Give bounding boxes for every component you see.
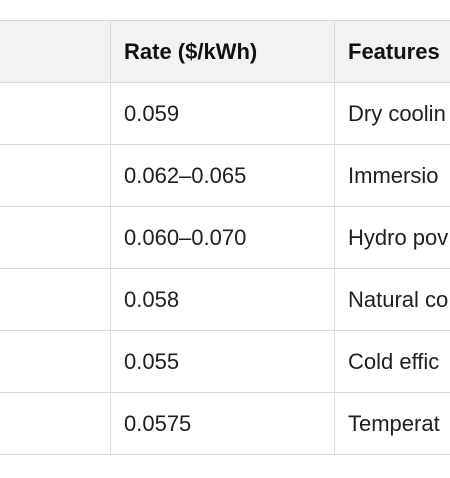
table-row: W 0.058 Natural co: [0, 268, 450, 331]
rates-table: pacity Rate ($/kWh) Features MW 0.059 Dr…: [0, 20, 450, 455]
table-row: W 0.0575 Temperat: [0, 392, 450, 455]
cell-rate: 0.058: [110, 268, 335, 331]
cell-features: Natural co: [334, 268, 450, 331]
cell-rate: 0.055: [110, 330, 335, 393]
table-row: W 0.062–0.065 Immersio: [0, 144, 450, 207]
cell-features: Dry coolin: [334, 82, 450, 145]
cell-features: Immersio: [334, 144, 450, 207]
cell-capacity: MW: [0, 82, 111, 145]
cell-features: Temperat: [334, 392, 450, 455]
cell-features: Hydro pov: [334, 206, 450, 269]
cell-capacity: W: [0, 392, 111, 455]
cell-capacity: W: [0, 268, 111, 331]
header-row: pacity Rate ($/kWh) Features: [0, 20, 450, 83]
cell-rate: 0.0575: [110, 392, 335, 455]
cell-rate: 0.060–0.070: [110, 206, 335, 269]
column-header-rate: Rate ($/kWh): [110, 20, 335, 83]
table-header: pacity Rate ($/kWh) Features: [0, 20, 450, 83]
table-row: MW 0.059 Dry coolin: [0, 82, 450, 145]
table-body: MW 0.059 Dry coolin W 0.062–0.065 Immers…: [0, 82, 450, 455]
table-row: MW 0.060–0.070 Hydro pov: [0, 206, 450, 269]
column-header-capacity: pacity: [0, 20, 111, 83]
cell-capacity: W: [0, 144, 111, 207]
column-header-features: Features: [334, 20, 450, 83]
cell-features: Cold effic: [334, 330, 450, 393]
cell-capacity: W: [0, 330, 111, 393]
cell-rate: 0.062–0.065: [110, 144, 335, 207]
cell-rate: 0.059: [110, 82, 335, 145]
cell-capacity: MW: [0, 206, 111, 269]
table-row: W 0.055 Cold effic: [0, 330, 450, 393]
